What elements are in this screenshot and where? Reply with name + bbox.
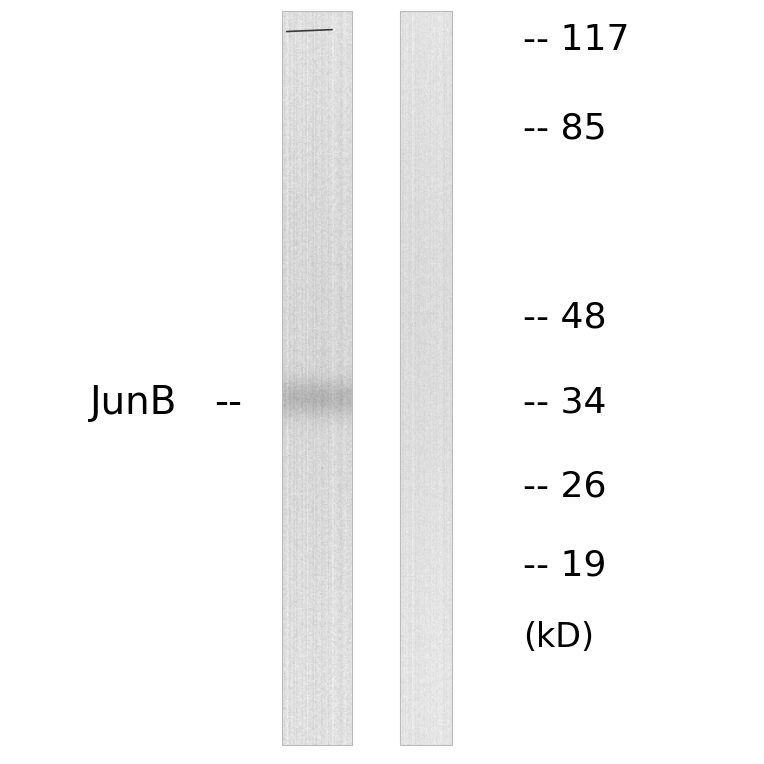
Text: -- 34: -- 34: [523, 386, 607, 419]
Text: -- 85: -- 85: [523, 112, 607, 145]
Text: JunB: JunB: [90, 384, 177, 422]
Bar: [282, 11, 352, 745]
Text: (kD): (kD): [523, 621, 594, 655]
Bar: [400, 11, 452, 745]
Text: -- 48: -- 48: [523, 300, 607, 334]
Text: -- 117: -- 117: [523, 23, 630, 57]
Text: -- 26: -- 26: [523, 470, 607, 503]
Text: --: --: [214, 384, 242, 422]
Text: -- 19: -- 19: [523, 549, 607, 582]
